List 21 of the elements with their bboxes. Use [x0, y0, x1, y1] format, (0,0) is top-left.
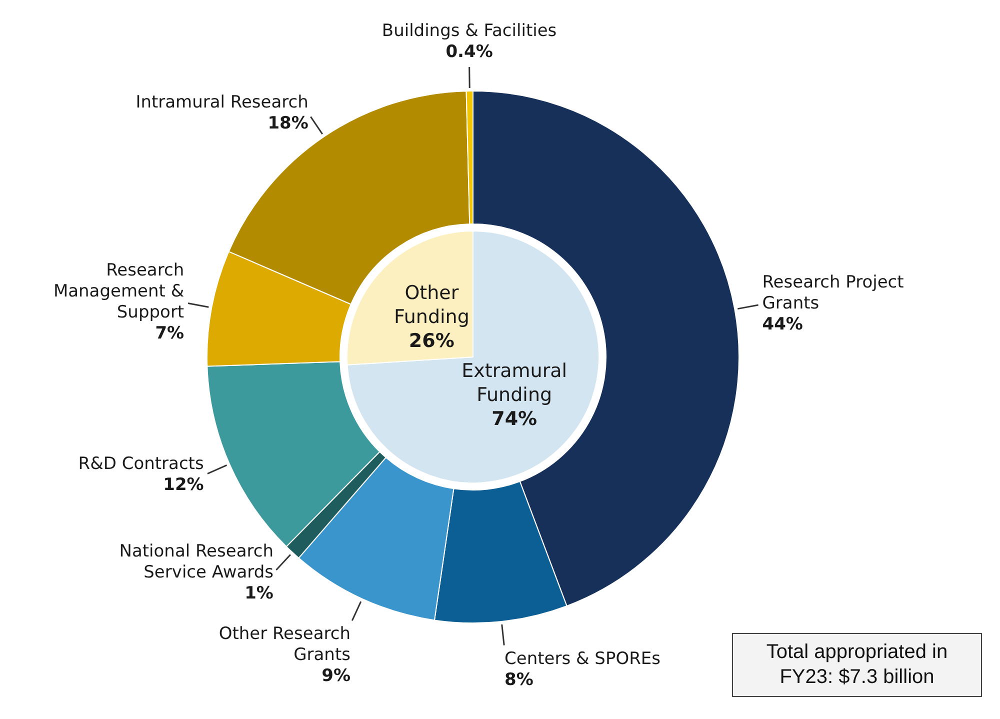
slice-label: Research Project Grants	[762, 272, 904, 314]
slice-label: Centers & SPOREs	[504, 649, 661, 670]
data-label: 8%	[504, 670, 534, 690]
data-label: 7%	[155, 323, 184, 344]
data-label: 18%	[268, 113, 308, 134]
slice-label: Research Management & Support	[53, 260, 184, 322]
slice-label: R&D Contracts	[78, 454, 204, 474]
text: Total appropriated in FY23: $7.3 billion	[732, 633, 982, 697]
slice-label: Buildings & Facilities	[382, 20, 557, 41]
slice-label: Intramural Research	[136, 92, 308, 112]
data-label: 0.4%	[446, 42, 493, 62]
data-label: 26%	[408, 330, 454, 352]
data-label: 9%	[322, 666, 350, 686]
slice-label: Extramural Funding	[462, 360, 568, 406]
data-label: 12%	[163, 475, 204, 496]
data-label: 1%	[244, 583, 274, 604]
data-label: 74%	[492, 408, 538, 430]
slice-label: Other Funding	[394, 282, 470, 328]
slice-label: National Research Service Awards	[119, 541, 274, 582]
slice-label: Other Research Grants	[218, 624, 351, 666]
data-label: 44%	[762, 314, 803, 335]
